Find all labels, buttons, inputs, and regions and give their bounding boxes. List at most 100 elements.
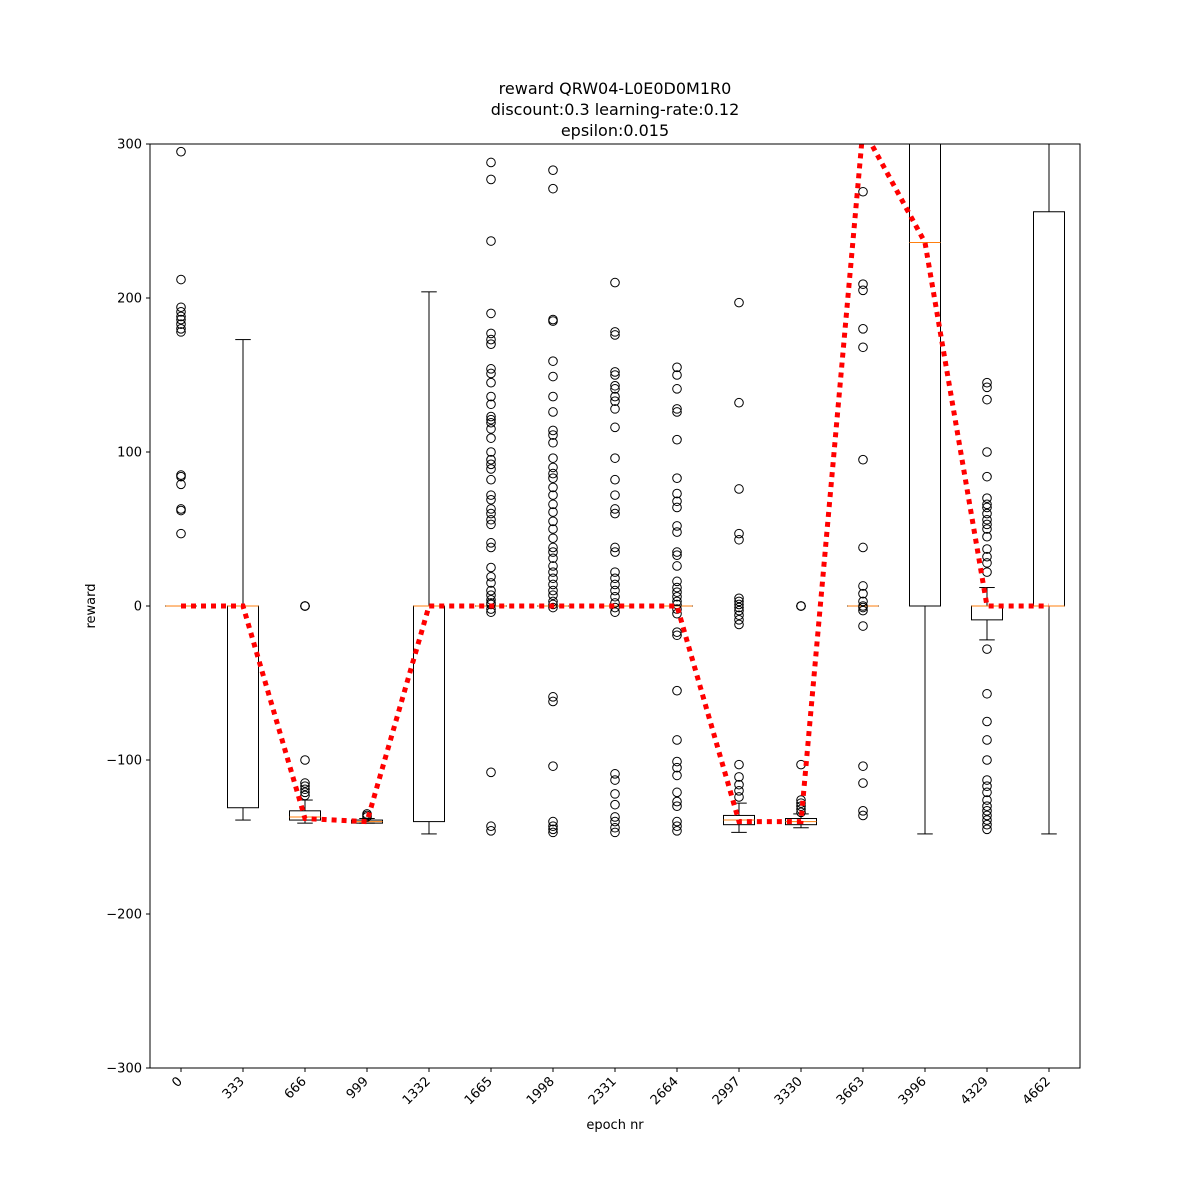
box-4329 [971,587,1003,641]
outlier-point [486,494,496,505]
outlier-point [548,821,558,832]
outlier-point [486,399,496,410]
outlier-point [734,602,744,613]
outlier-point [610,579,620,590]
x-axis-ticks: 0 333 666 999 1332 1665 1998 2331 2664 2997 3330 36… [169,1068,1054,1108]
outlier-point [486,454,496,465]
outlier-point [300,790,310,801]
outlier-point [982,493,992,504]
outlier-point [858,605,868,616]
y-tick-label: 100 [117,446,142,461]
outlier-point [734,792,744,802]
outlier-point [672,547,682,557]
outlier-point [610,573,620,584]
outlier-point [734,397,744,408]
outlier-point [548,183,558,194]
y-tick-label: −100 [106,754,142,769]
outlier-point [548,356,558,366]
outlier-point [486,174,496,185]
outlier-point [672,496,682,507]
outlier-point [548,761,558,771]
outlier-point [982,787,992,798]
outlier-point [734,619,744,630]
outlier-point [610,775,620,785]
title-line-1: reward QRW04-L0E0D0M1R0 [499,79,732,98]
outlier-point [982,524,992,534]
outlier-point [796,807,806,818]
outlier-point [548,547,558,557]
outlier-point [610,367,620,377]
outlier-point [176,311,186,322]
outlier-point [486,519,496,530]
outlier-point [734,772,744,782]
outlier-point [610,816,620,827]
outlier-point [982,644,992,654]
y-axis-ticks: −300 −200 −100 0 100 200 300 [106,138,150,1077]
x-tick-label: 333 [220,1074,248,1102]
outlier-point [672,362,682,373]
outlier-point [672,596,682,607]
outlier-point [982,716,992,727]
outlier-point [610,422,620,433]
outlier-point [672,587,682,597]
outlier-point [176,146,186,157]
outlier-point [610,396,620,406]
outlier-point [982,801,992,812]
outlier-point [486,377,496,388]
box-iqr [413,605,445,823]
outlier-point [982,471,992,482]
outlier-point [672,685,682,696]
outlier-point [610,508,620,519]
outlier-point [548,407,558,417]
outlier-point [734,297,744,308]
x-tick-label: 666 [282,1074,310,1102]
outlier-point [486,578,496,588]
x-tick-label: 0 [169,1074,185,1090]
box-2997 [723,802,755,833]
outlier-point [486,391,496,402]
outlier-point [486,417,496,428]
outlier-point [982,447,992,457]
outlier-point [548,430,558,440]
outlier-point [858,596,868,607]
outlier-point [176,307,186,317]
flier-group [176,146,992,838]
outlier-point [548,602,558,613]
outlier-point [610,330,620,340]
outlier-point [672,630,682,641]
outlier-point [486,339,496,350]
outlier-point [734,484,744,494]
x-tick-label: 1665 [462,1074,496,1108]
outlier-point [610,591,620,602]
outlier-point [486,508,496,519]
outlier-point [486,334,496,345]
outlier-point [486,368,496,379]
outlier-point [982,755,992,765]
outlier-point [486,514,496,525]
outlier-point [982,531,992,542]
outlier-point [858,279,868,289]
outlier-point [858,588,868,599]
outlier-point [610,542,620,553]
outlier-point [982,551,992,562]
outlier-point [672,576,682,587]
outlier-point [672,527,682,537]
box-group [165,144,1065,835]
outlier-point [982,544,992,554]
outlier-point [734,615,744,625]
outlier-point [672,756,682,767]
outlier-point [610,789,620,799]
outlier-point [672,502,682,513]
x-axis-label: epoch nr [586,1118,644,1133]
outlier-point [672,473,682,483]
outlier-point [796,601,806,611]
outlier-point [672,407,682,417]
outlier-point [672,370,682,380]
outlier-point [548,692,558,702]
outlier-point [610,384,620,394]
outlier-point [548,599,558,610]
outlier-point [672,762,682,773]
outlier-point [982,567,992,577]
outlier-point [734,759,744,770]
